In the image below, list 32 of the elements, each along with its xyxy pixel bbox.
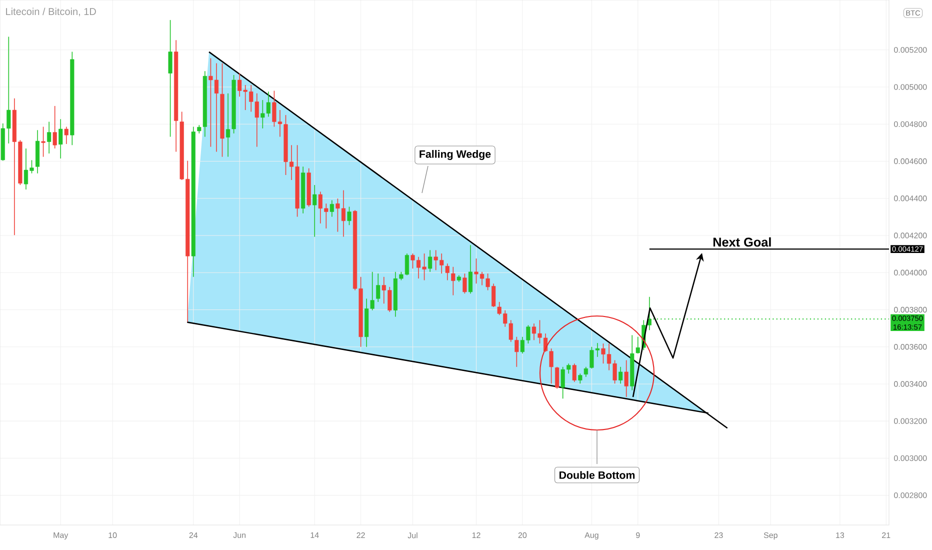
x-tick-label: Aug [584,532,598,540]
x-tick-label: May [54,532,68,540]
x-tick-label: 13 [836,532,844,538]
x-tick-label: 23 [714,532,723,538]
x-tick-label: 21 [882,532,890,538]
y-tick-label: 0.004800 [894,121,927,127]
y-tick-label: 0.003200 [894,418,927,424]
x-tick-label: Jun [233,532,246,538]
y-tick-label: 0.004000 [894,270,927,276]
y-tick-label: 0.003600 [894,344,927,350]
x-tick-label: 24 [189,532,198,538]
annotation: Falling Wedge [420,150,491,160]
y-tick-label: 0.005000 [894,84,927,90]
y-tick-label: 0.004200 [894,232,927,238]
x-tick-label: 9 [636,532,640,538]
x-tick-label: 12 [472,532,480,538]
text: Litecoin / Bitcoin, 1D [6,8,96,16]
x-tick-label: 14 [310,532,319,538]
y-tick-label: 0.003400 [894,381,927,387]
x-tick-label: Sep [764,532,778,540]
x-tick-label: 10 [108,532,117,538]
y-tick-label: 0.003000 [894,455,927,462]
x-tick-label: 22 [356,532,365,538]
y-tick-label: 0.003800 [894,306,927,313]
y-tick-label: 0.004400 [894,196,927,202]
y-tick-label: 0.002800 [894,492,927,498]
y-tick-label: 0.004600 [894,158,927,164]
annotation: Next Goal [713,237,771,247]
y-tick-label: 0.005200 [894,47,927,53]
x-tick-label: Jul [408,532,418,538]
x-tick-label: 20 [518,532,527,538]
annotation: Double Bottom [560,471,635,479]
